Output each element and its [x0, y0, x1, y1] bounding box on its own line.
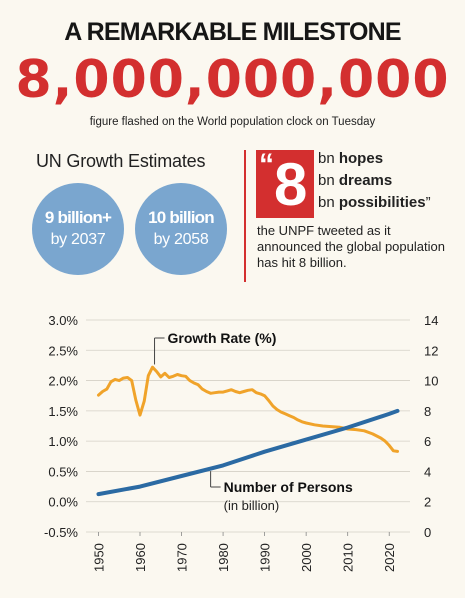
- quote-number: 8: [274, 151, 308, 218]
- x-tick-label: 1990: [258, 543, 273, 572]
- y-left-tick-label: 0.0%: [48, 495, 78, 510]
- y-left-tick-label: 1.0%: [48, 434, 78, 449]
- quote-line-hopes: bn hopes: [318, 150, 383, 167]
- quote-word: possibilities: [338, 194, 426, 211]
- x-tick-label: 1980: [216, 543, 231, 572]
- estimate-bubble-2058: 10 billion by 2058: [135, 183, 227, 275]
- big-number: 8,000,000,000: [15, 50, 450, 110]
- x-tick-label: 2000: [299, 543, 314, 572]
- estimate-year: by 2058: [153, 231, 209, 248]
- number-of-persons-label: Number of Persons: [224, 479, 353, 495]
- estimates-title: UN Growth Estimates: [36, 151, 206, 171]
- quote-word: dreams: [338, 172, 393, 189]
- quote-prefix: bn: [318, 150, 335, 167]
- estimate-year: by 2037: [50, 231, 106, 248]
- quote-prefix: bn: [318, 172, 335, 189]
- estimate-bubble-2037: 9 billion+ by 2037: [32, 183, 124, 275]
- x-tick-label: 1970: [175, 543, 190, 572]
- y-right-tick-label: 10: [424, 374, 438, 389]
- quote-prefix: bn: [318, 194, 335, 211]
- y-left-tick-label: -0.5%: [44, 525, 78, 540]
- y-right-tick-label: 6: [424, 434, 431, 449]
- y-left-tick-label: 2.5%: [48, 343, 78, 358]
- quote-caption: the UNPF tweeted as it announced the glo…: [257, 223, 445, 270]
- quote-number-box: “ 8: [256, 148, 314, 218]
- population-chart: -0.5% 0.0% 0.5% 1.0% 1.5% 2.0% 2.5% 3.0% 0 2 4 6 8 10…: [44, 313, 438, 572]
- persons-unit-label: (in billion): [224, 498, 280, 513]
- x-tick-label: 2020: [382, 543, 397, 572]
- quote-suffix: ”: [425, 194, 431, 211]
- estimate-value: 10 billion: [148, 208, 214, 227]
- quote-line-possibilities: bn possibilities”: [318, 194, 431, 211]
- y-left-tick-label: 1.5%: [48, 404, 78, 419]
- y-left-tick-label: 0.5%: [48, 464, 78, 479]
- x-tick-label: 1960: [133, 543, 148, 572]
- y-right-tick-label: 2: [424, 495, 431, 510]
- y-right-tick-label: 4: [424, 464, 431, 479]
- y-right-tick-label: 14: [424, 313, 438, 328]
- x-tick-label: 2010: [341, 543, 356, 572]
- y-right-tick-label: 12: [424, 343, 438, 358]
- estimate-value: 9 billion+: [44, 208, 112, 227]
- growth-rate-line: [97, 365, 399, 453]
- subtitle: figure flashed on the World population c…: [89, 116, 376, 128]
- quote-word: hopes: [338, 150, 384, 167]
- headline: A REMARKABLE MILESTONE: [64, 18, 401, 46]
- growth-rate-label: Growth Rate (%): [168, 330, 277, 346]
- y-left-tick-label: 3.0%: [48, 313, 78, 328]
- y-right-tick-label: 8: [424, 404, 431, 419]
- x-tick-label: 1950: [91, 543, 106, 572]
- y-left-tick-label: 2.0%: [48, 374, 78, 389]
- number-of-persons-line: [96, 408, 400, 497]
- quote-line-dreams: bn dreams: [318, 172, 392, 189]
- y-right-tick-label: 0: [424, 525, 431, 540]
- quote-divider: [244, 150, 246, 282]
- quote-open-mark: “: [259, 148, 274, 181]
